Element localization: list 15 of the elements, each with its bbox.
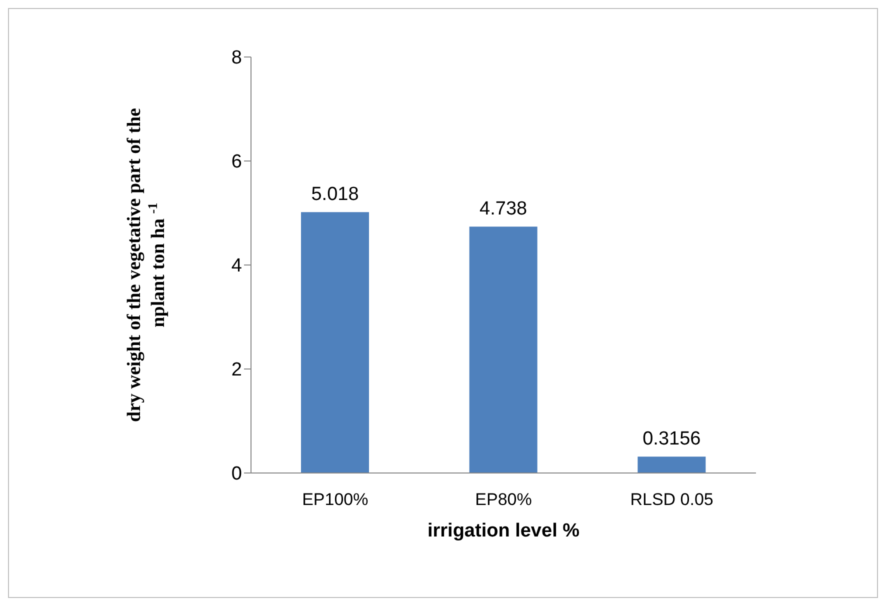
data-label: 0.3156 [642, 428, 701, 450]
x-tick-label: EP80% [475, 490, 532, 510]
data-label: 5.018 [311, 184, 359, 206]
x-tick-label: RLSD 0.05 [630, 490, 714, 510]
bar [301, 212, 369, 473]
bar [469, 226, 538, 473]
y-tick-label: 8 [231, 48, 242, 69]
data-label: 4.738 [480, 198, 528, 220]
y-tick-label: 0 [231, 464, 242, 485]
x-axis-title: irrigation level % [427, 520, 580, 542]
y-tick-label: 2 [231, 360, 242, 381]
bar [638, 456, 706, 473]
x-tick-label: EP100% [302, 490, 368, 510]
y-tick-label: 4 [231, 256, 242, 277]
y-tick-label: 6 [231, 152, 242, 173]
